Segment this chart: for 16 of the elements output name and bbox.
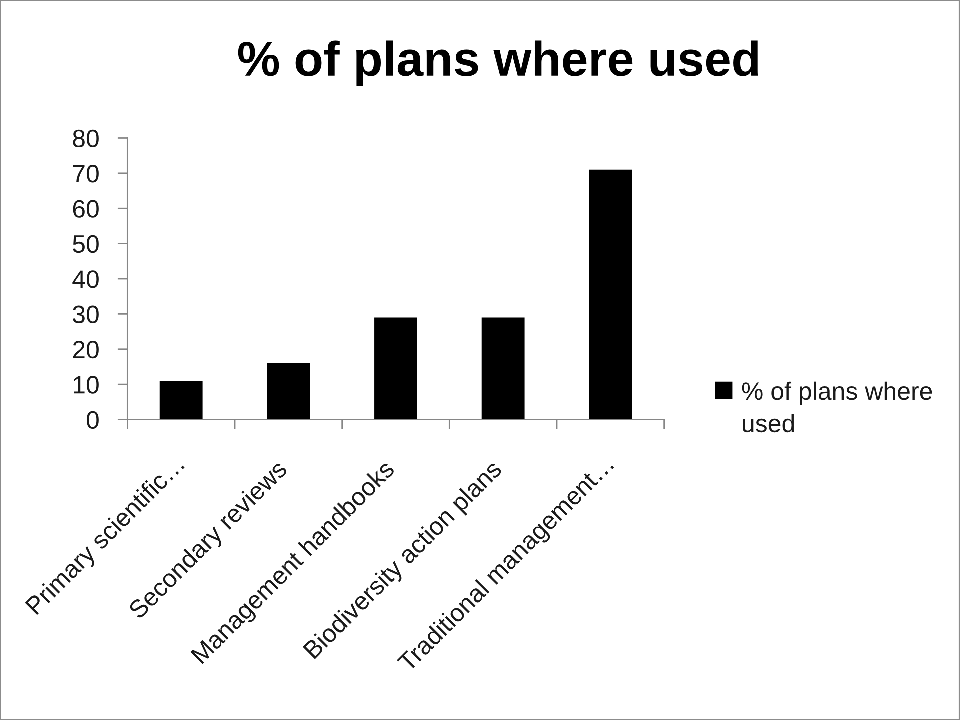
bar bbox=[482, 318, 525, 420]
y-tick-label: 10 bbox=[74, 376, 99, 394]
bar bbox=[267, 363, 310, 420]
bar bbox=[374, 318, 418, 420]
bar bbox=[160, 381, 203, 420]
y-tick-label: 20 bbox=[73, 340, 99, 359]
y-tick-label: 60 bbox=[73, 200, 99, 218]
bar bbox=[589, 170, 632, 420]
y-tick-label: 80 bbox=[73, 130, 99, 148]
chart-title: % of plans where used bbox=[238, 40, 758, 86]
y-tick-label: 30 bbox=[73, 306, 99, 324]
y-tick-label: 0 bbox=[86, 411, 99, 430]
legend-label: % of plans where used bbox=[742, 382, 932, 433]
y-tick-label: 70 bbox=[73, 165, 99, 183]
y-tick-label: 40 bbox=[72, 270, 99, 288]
y-tick-label: 50 bbox=[73, 235, 99, 254]
